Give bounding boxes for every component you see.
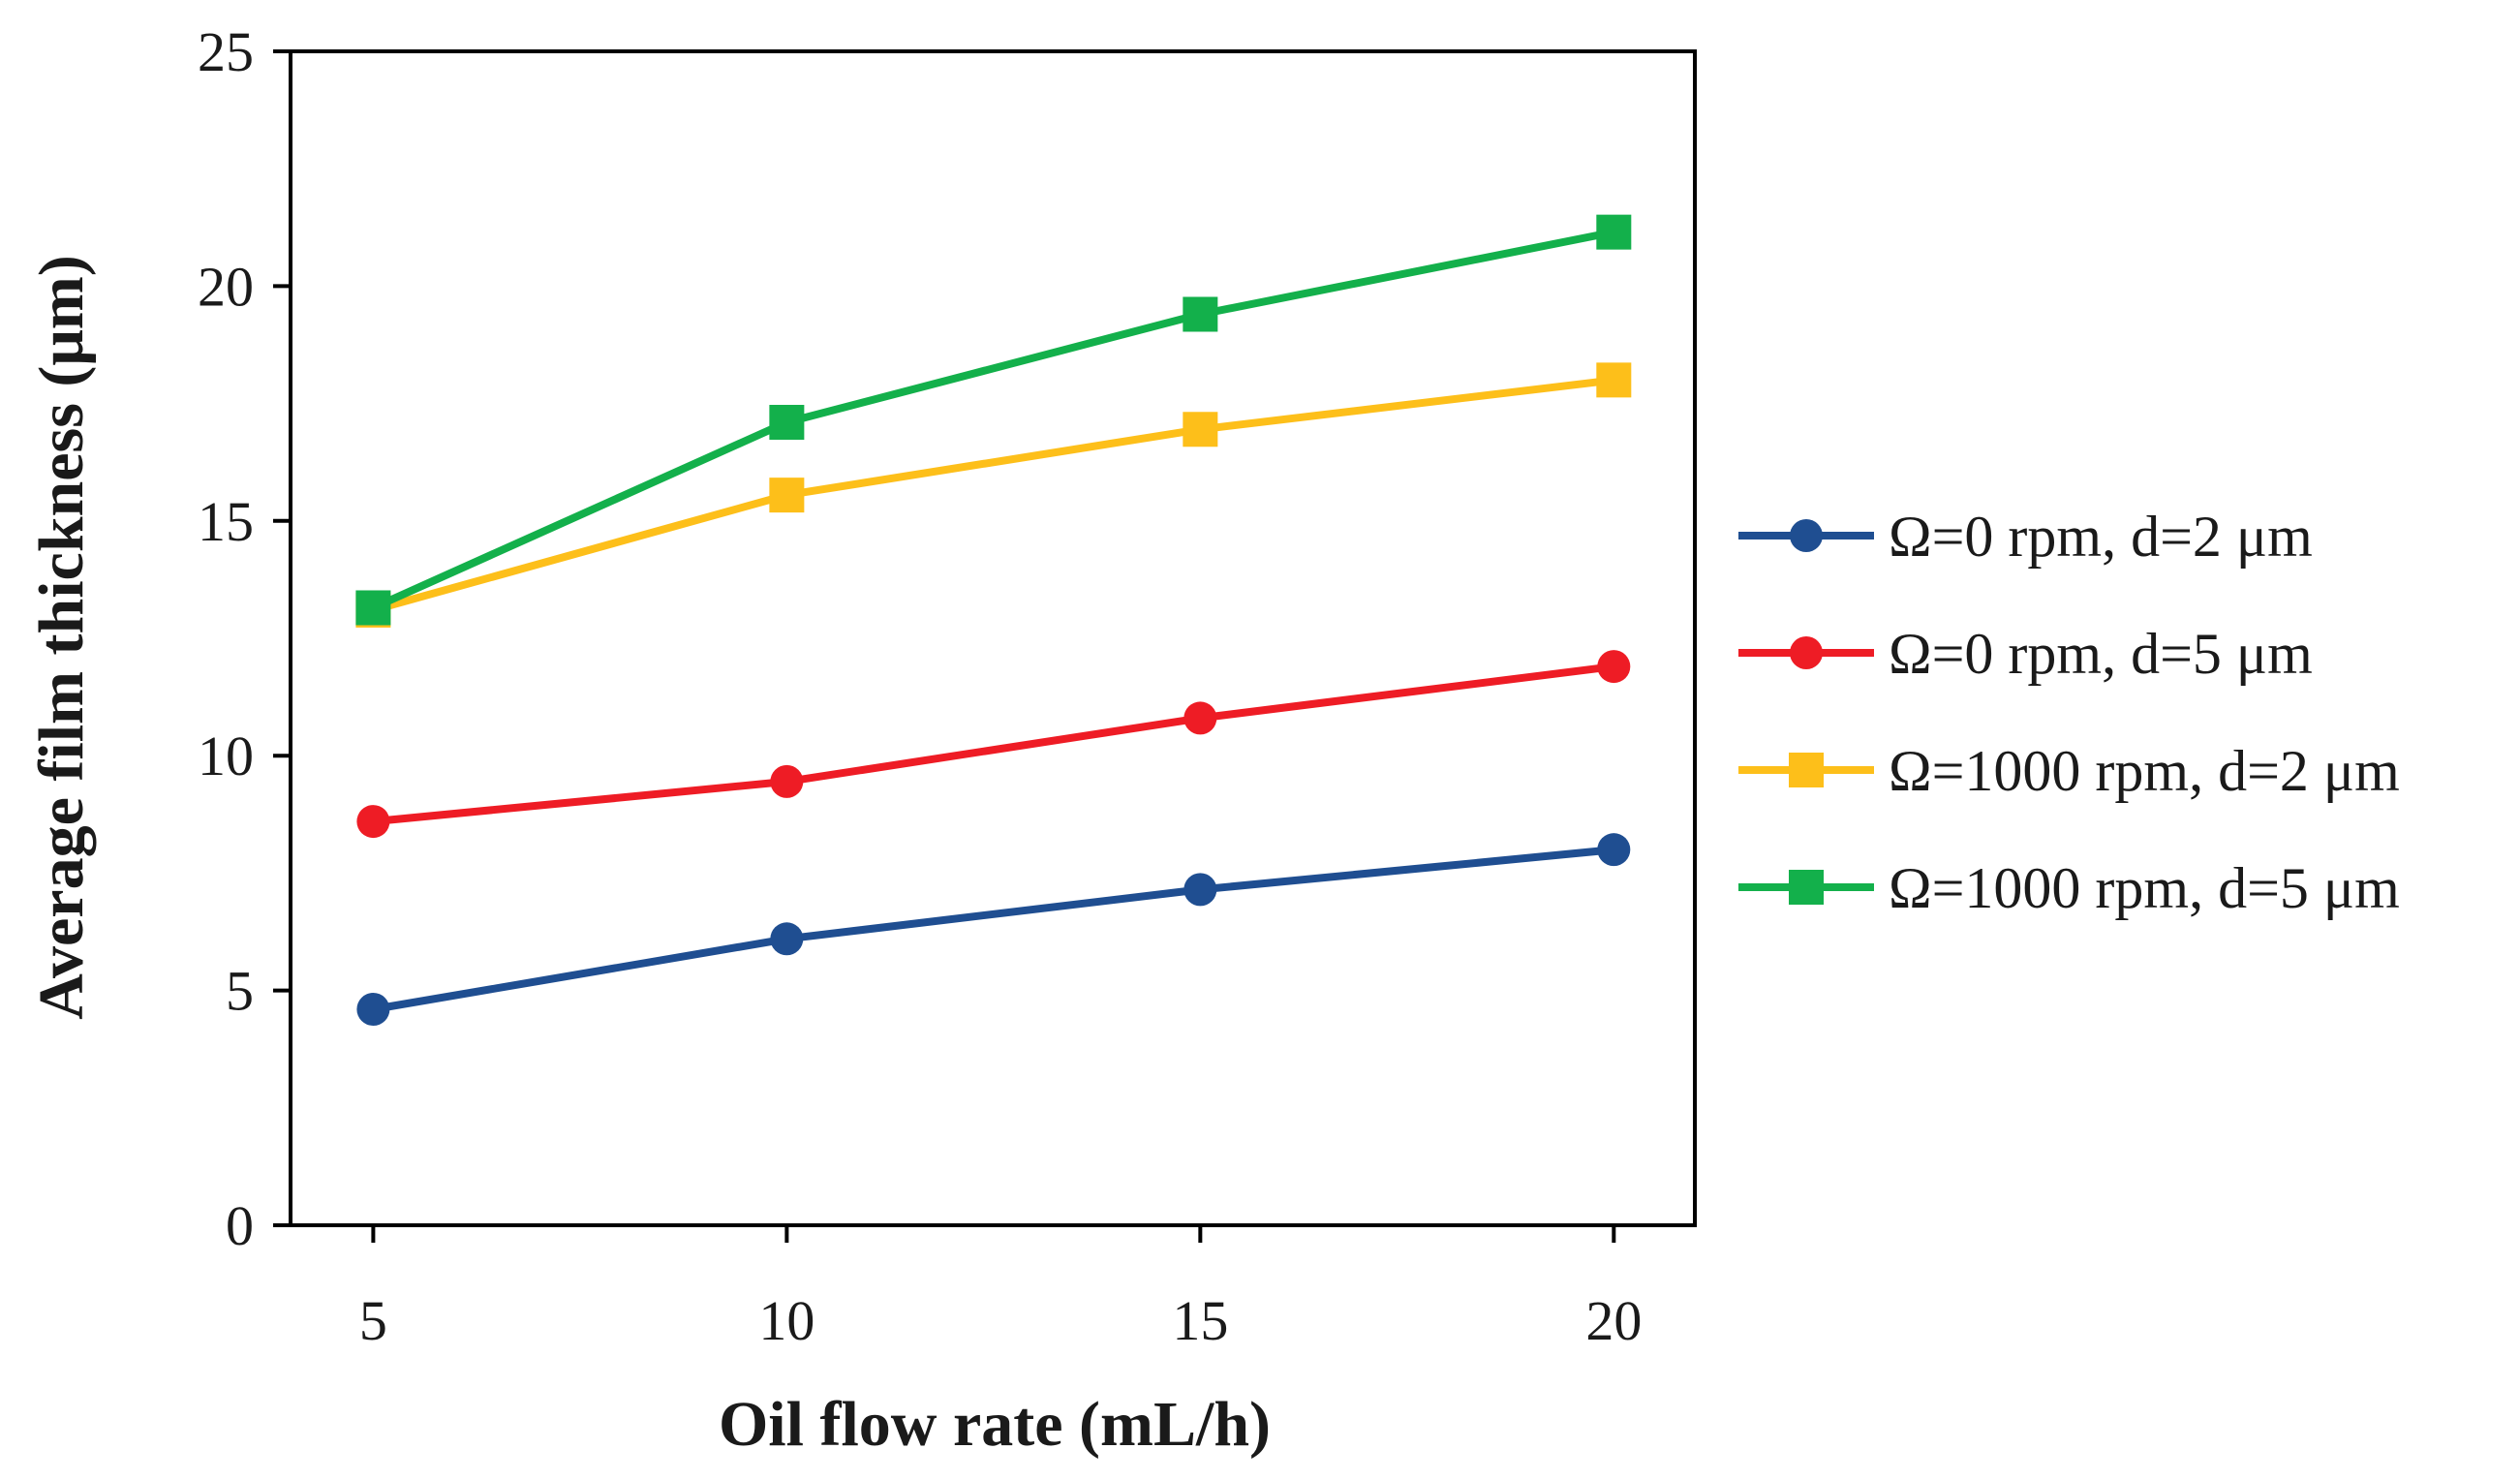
data-point bbox=[770, 922, 804, 956]
series-line bbox=[372, 376, 1614, 614]
legend-label: Ω=1000 rpm, d=2 μm bbox=[1889, 739, 2400, 803]
series-line bbox=[373, 663, 1614, 826]
data-point bbox=[356, 805, 390, 839]
data-point bbox=[769, 404, 805, 440]
y-tick-label: 10 bbox=[198, 725, 254, 787]
legend-marker bbox=[1790, 519, 1823, 552]
legend-marker bbox=[1789, 753, 1824, 787]
x-tick-label: 10 bbox=[758, 1289, 814, 1352]
data-point bbox=[1596, 362, 1632, 398]
data-point bbox=[1183, 873, 1217, 907]
x-tick-label: 15 bbox=[1172, 1289, 1228, 1352]
y-tick-label: 5 bbox=[226, 960, 254, 1023]
y-tick-label: 0 bbox=[226, 1194, 254, 1257]
legend: Ω=0 rpm, d=2 μm Ω=0 rpm, d=5 μm Ω=1000 rpm… bbox=[1738, 505, 2400, 920]
series-group bbox=[355, 214, 1632, 1026]
legend-item: Ω=1000 rpm, d=5 μm bbox=[1738, 856, 2400, 920]
legend-item: Ω=0 rpm, d=5 μm bbox=[1738, 622, 2313, 686]
series-4 bbox=[355, 214, 1632, 626]
series-line bbox=[371, 228, 1615, 612]
data-point bbox=[769, 478, 805, 513]
series-3 bbox=[355, 362, 1632, 628]
data-point bbox=[1596, 214, 1632, 250]
data-point bbox=[1597, 833, 1631, 867]
legend-label: Ω=1000 rpm, d=5 μm bbox=[1889, 856, 2400, 920]
plot-frame bbox=[289, 49, 1697, 1227]
data-point bbox=[1597, 650, 1631, 684]
x-axis: 5 10 15 20 bbox=[359, 1225, 1642, 1352]
y-axis-title: Average film thickness (μm) bbox=[26, 255, 97, 1020]
data-point bbox=[770, 764, 804, 798]
series-2 bbox=[356, 650, 1631, 839]
x-tick-label: 5 bbox=[359, 1289, 387, 1352]
series-1 bbox=[356, 833, 1631, 1026]
series-line bbox=[372, 846, 1614, 1013]
y-tick-label: 20 bbox=[198, 255, 254, 318]
data-point bbox=[1183, 296, 1218, 332]
legend-marker bbox=[1789, 870, 1824, 905]
legend-label: Ω=0 rpm, d=2 μm bbox=[1889, 505, 2313, 569]
y-tick-label: 15 bbox=[198, 490, 254, 553]
legend-item: Ω=1000 rpm, d=2 μm bbox=[1738, 739, 2400, 803]
data-point bbox=[1183, 412, 1218, 447]
plot-area bbox=[289, 49, 1697, 1227]
data-point bbox=[1183, 701, 1217, 735]
legend-item: Ω=0 rpm, d=2 μm bbox=[1738, 505, 2313, 569]
legend-label: Ω=0 rpm, d=5 μm bbox=[1889, 622, 2313, 686]
y-axis: 0 5 10 15 20 25 bbox=[198, 20, 291, 1257]
x-axis-title: Oil flow rate (mL/h) bbox=[719, 1389, 1271, 1460]
y-tick-label: 25 bbox=[198, 20, 254, 83]
data-point bbox=[356, 992, 390, 1026]
data-point bbox=[355, 590, 391, 626]
x-tick-label: 20 bbox=[1585, 1289, 1642, 1352]
legend-marker bbox=[1790, 636, 1823, 669]
